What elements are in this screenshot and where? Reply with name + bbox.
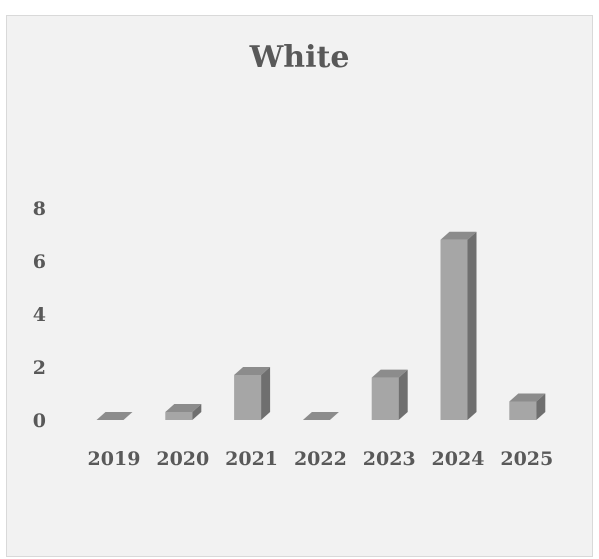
y-tick-label: 6 [33,251,46,273]
bar-front-face [371,377,399,420]
y-axis: 0 2 4 6 8 [33,198,46,432]
x-tick-label: 2024 [432,448,485,470]
chart-area [6,15,593,557]
bar-side-face [536,393,546,420]
bar-side-face [467,231,477,420]
y-tick-label: 8 [33,198,46,220]
bar-2022 [302,412,339,420]
x-tick-label: 2020 [156,448,209,470]
bar-top-face [165,404,202,413]
bar-top-face [234,366,271,375]
bar-front-face [440,239,468,420]
bar-front-face [509,401,537,420]
bar-top-face [509,393,546,402]
bar-top-face [371,369,408,378]
x-tick-label: 2022 [294,448,347,470]
bar-side-face [261,366,271,420]
bar-2019 [96,412,133,420]
bar-front-face [165,412,193,420]
bars [96,231,546,420]
bar-top-face [440,231,477,240]
x-tick-label: 2023 [363,448,416,470]
bar-top-face [302,412,339,420]
y-tick-label: 0 [33,410,46,432]
bar-2023 [371,369,408,420]
bar-side-face [192,404,202,420]
bar-2025 [509,393,546,420]
bar-top-face [96,412,133,420]
bar-side-face [398,369,408,420]
bar-2024 [440,231,477,420]
x-tick-label: 2021 [225,448,278,470]
bar-2021 [234,366,271,420]
x-axis: 2019 2020 2021 2022 2023 2024 2025 [88,448,554,470]
chart-title: White [249,40,350,75]
bar-front-face [234,374,262,420]
x-tick-label: 2019 [88,448,141,470]
x-tick-label: 2025 [500,448,553,470]
y-tick-label: 2 [33,357,46,379]
y-tick-label: 4 [33,304,46,326]
bar-2020 [165,404,202,420]
